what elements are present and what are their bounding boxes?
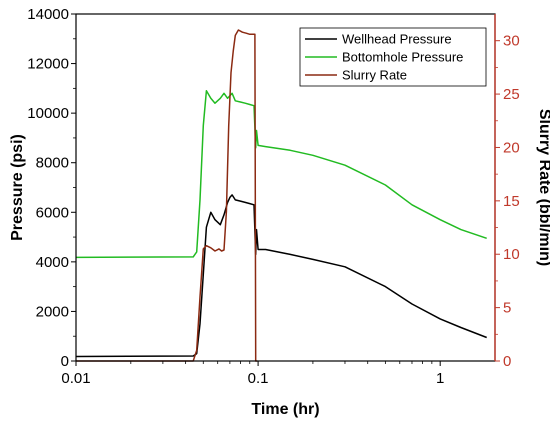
y-right-tick-label: 10 — [503, 246, 520, 263]
y-left-tick-label: 14000 — [27, 6, 69, 23]
y-left-tick-label: 2000 — [36, 303, 69, 320]
y-left-tick-label: 6000 — [36, 204, 69, 221]
legend-label: Wellhead Pressure — [342, 32, 452, 47]
y-right-tick-label: 5 — [503, 300, 511, 317]
series-line-bottomhole-pressure — [75, 90, 487, 259]
y-left-tick-label: 0 — [61, 353, 69, 370]
series-line-wellhead-pressure — [75, 194, 487, 358]
y-right-tick-label: 20 — [503, 139, 520, 156]
x-tick-label: 1 — [436, 370, 444, 387]
y-left-tick-label: 10000 — [27, 105, 69, 122]
series-line-slurry-rate — [76, 29, 258, 362]
y-right-tick-label: 25 — [503, 86, 520, 103]
legend: Wellhead Pressure Bottomhole Pressure Slur… — [299, 27, 487, 87]
y-left-tick-label: 12000 — [27, 56, 69, 73]
y-axis-right-title: Slurry Rate (bbl/min) — [536, 109, 550, 266]
y-axis-left: 0 2000 4000 6000 8000 10000 12000 14000 — [27, 6, 76, 370]
y-right-tick-label: 0 — [503, 353, 511, 370]
x-tick-label: 0.1 — [248, 370, 269, 387]
y-axis-right: 0 5 10 15 20 25 30 — [495, 33, 520, 370]
series-layer — [75, 29, 487, 362]
y-right-tick-label: 15 — [503, 193, 520, 210]
y-left-tick-label: 8000 — [36, 155, 69, 172]
legend-label: Bottomhole Pressure — [342, 50, 463, 65]
x-axis-title: Time (hr) — [251, 401, 319, 418]
x-axis: 0.01 0.1 1 — [61, 361, 444, 387]
legend-label: Slurry Rate — [342, 68, 407, 83]
y-right-tick-label: 30 — [503, 33, 520, 50]
y-left-tick-label: 4000 — [36, 254, 69, 271]
x-tick-label: 0.01 — [61, 370, 90, 387]
y-axis-left-title: Pressure (psi) — [9, 134, 26, 241]
